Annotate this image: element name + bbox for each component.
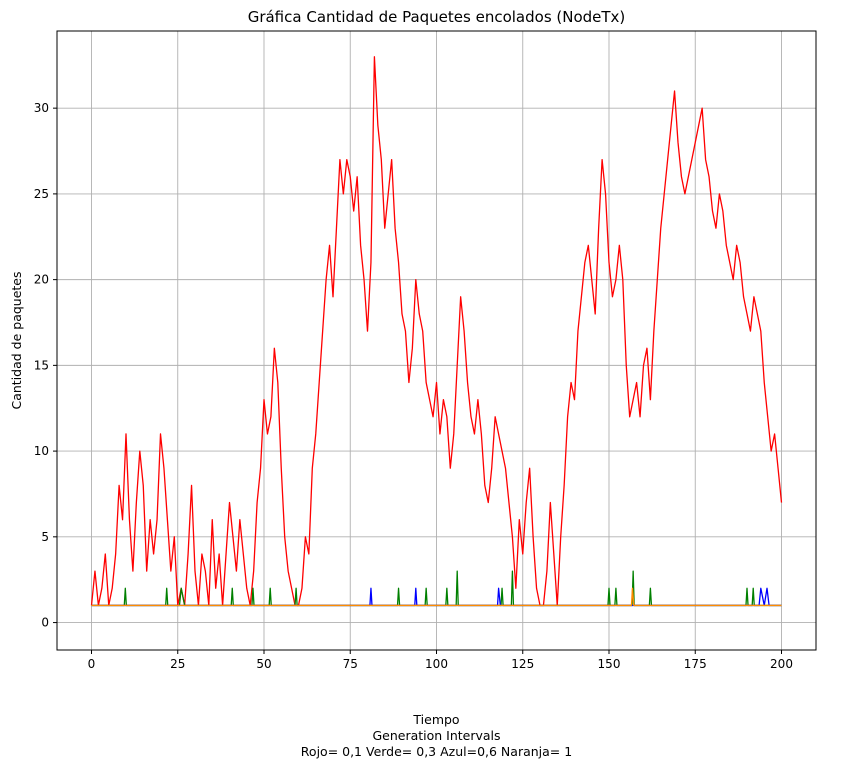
x-tick-label: 150 — [598, 657, 621, 671]
x-tick-label: 0 — [88, 657, 96, 671]
x-tick-label: 75 — [343, 657, 358, 671]
y-tick-label: 15 — [34, 358, 49, 372]
y-axis-label: Cantidad de paquetes — [9, 271, 24, 409]
series-line-0 — [90, 56, 783, 607]
x-tick-label: 125 — [511, 657, 534, 671]
series-line-2 — [91, 587, 782, 607]
x-axis-label-line-1: Tiempo — [412, 712, 459, 727]
x-tick-label: 50 — [256, 657, 271, 671]
y-tick-label: 0 — [41, 616, 49, 630]
y-tick-label: 25 — [34, 187, 49, 201]
x-tick-label: 100 — [425, 657, 448, 671]
series-lines — [90, 56, 783, 607]
grid — [57, 31, 816, 650]
series-line-3 — [91, 587, 782, 607]
x-tick-label: 200 — [770, 657, 793, 671]
y-tick-label: 5 — [41, 530, 49, 544]
x-axis-label-line-3: Rojo= 0,1 Verde= 0,3 Azul=0,6 Naranja= 1 — [301, 744, 572, 759]
x-axis-label-line-2: Generation Intervals — [372, 728, 500, 743]
x-tick-label: 25 — [170, 657, 185, 671]
axis-ticks: 0 25 50 75 100 125 150 175 200 0 5 10 15 20 25 30 — [34, 101, 793, 671]
chart-title: Gráfica Cantidad de Paquetes encolados (… — [248, 8, 626, 26]
y-tick-label: 10 — [34, 444, 49, 458]
y-tick-label: 20 — [34, 273, 49, 287]
x-tick-label: 175 — [684, 657, 707, 671]
y-tick-label: 30 — [34, 101, 49, 115]
